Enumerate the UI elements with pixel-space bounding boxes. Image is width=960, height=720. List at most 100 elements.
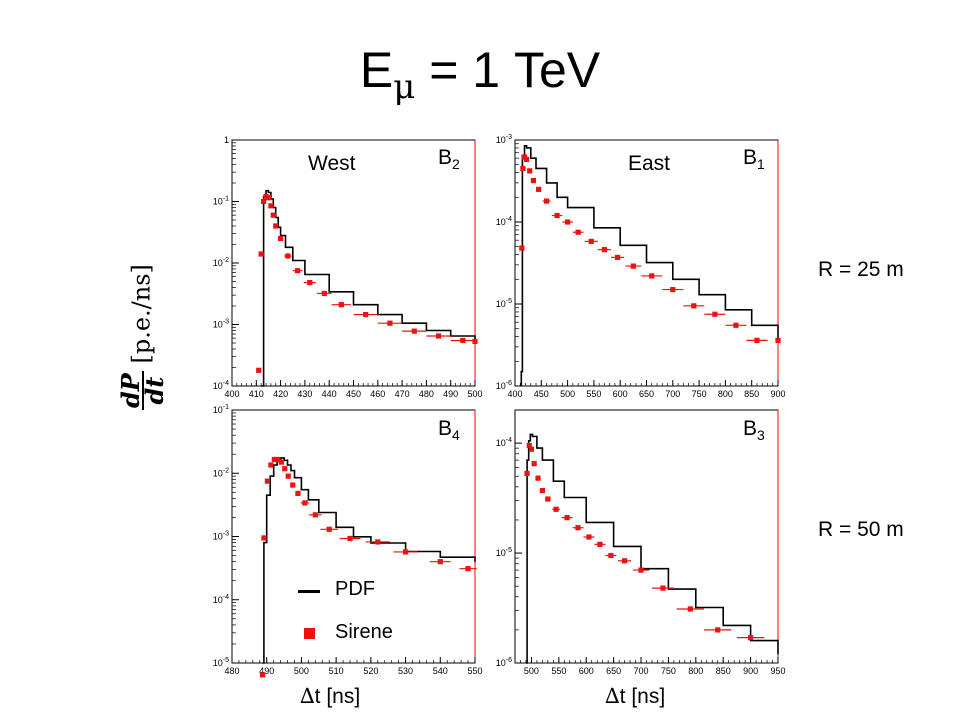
sirene-point <box>748 635 754 641</box>
sirene-point <box>670 286 676 293</box>
y-tick-label: 10-1 <box>213 404 229 415</box>
x-axis-label-right: ∆t [ns] <box>605 684 665 709</box>
y-tick-exponent: -6 <box>506 380 512 387</box>
sirene-point <box>531 461 537 467</box>
sirene-point <box>411 328 417 334</box>
sirene-point <box>523 156 530 162</box>
sirene-point <box>472 338 478 345</box>
panel-top-left: 400 410 420 430 440 450 460 470 480 490 500 10-4 10-… <box>213 135 483 399</box>
y-tick-label: 10-2 <box>213 257 229 268</box>
sirene-point <box>285 473 291 479</box>
y-tick-exponent: -2 <box>223 257 229 264</box>
sirene-point <box>586 534 592 540</box>
y-tick-exponent: -5 <box>506 298 512 305</box>
sirene-point <box>520 165 526 172</box>
pdf-curve <box>520 145 779 386</box>
x-tick-label: 900 <box>770 389 785 399</box>
sirene-point <box>259 672 266 678</box>
legend-sirene-label: Sirene <box>335 621 393 643</box>
x-tick-label: 500 <box>560 389 575 399</box>
title-subscript: μ <box>393 67 416 107</box>
y-tick-label: 10-4 <box>213 380 229 391</box>
x-tick-label: 490 <box>259 666 274 676</box>
x-tick-label: 950 <box>770 666 785 676</box>
sirene-point <box>338 302 344 308</box>
x-tick-label: 400 <box>224 389 239 399</box>
x-tick-label: 450 <box>534 389 549 399</box>
sirene-point <box>601 247 608 253</box>
x-tick-label: 500 <box>524 666 539 676</box>
sirene-point <box>536 186 542 192</box>
tag-index: 1 <box>757 156 765 173</box>
sirene-point <box>660 585 666 591</box>
sirene-point <box>285 253 291 259</box>
x-label-delta: ∆ <box>605 684 620 708</box>
y-tick-exponent: -6 <box>506 657 512 664</box>
y-tick-exponent: -5 <box>223 657 229 664</box>
legend-pdf-swatch <box>298 590 320 593</box>
y-tick-exponent: -3 <box>223 319 229 326</box>
sirene-point <box>460 337 466 344</box>
row-label-r25: R = 25 m <box>818 258 904 281</box>
x-tick-label: 850 <box>716 666 731 676</box>
tag-letter: B <box>743 417 758 440</box>
y-tick-label: 10-5 <box>496 298 512 309</box>
x-tick-label: 550 <box>467 666 482 676</box>
sirene-point <box>588 238 594 244</box>
x-tick-label: 500 <box>467 389 482 399</box>
tag-index: 4 <box>452 427 460 444</box>
title-rest: = 1 TeV <box>415 42 601 98</box>
sirene-point <box>597 541 603 547</box>
sirene-point <box>307 280 313 286</box>
x-tick-label: 400 <box>507 389 522 399</box>
x-tick-label: 750 <box>661 666 676 676</box>
y-tick-label: 10-3 <box>213 531 229 542</box>
x-tick-label: 440 <box>322 389 337 399</box>
sirene-point <box>312 512 318 518</box>
y-tick-label: 10-5 <box>213 657 229 668</box>
row-label-r50: R = 50 m <box>818 518 904 541</box>
x-tick-label: 700 <box>634 666 649 676</box>
sirene-point <box>264 478 271 484</box>
sirene-point <box>535 475 541 481</box>
sirene-point <box>754 337 760 343</box>
x-tick-label: 650 <box>639 389 654 399</box>
sirene-point <box>527 168 533 174</box>
tag-letter: B <box>438 146 453 169</box>
x-tick-label: 470 <box>395 389 410 399</box>
x-tick-label: 480 <box>419 389 434 399</box>
sirene-point <box>528 446 535 452</box>
sirene-point <box>326 526 332 532</box>
x-tick-label: 900 <box>743 666 758 676</box>
tag-index: 2 <box>452 156 460 173</box>
legend-sirene-swatch <box>304 628 315 639</box>
sirene-point <box>530 177 537 184</box>
sirene-point <box>630 263 636 269</box>
title-main: E <box>359 42 394 98</box>
tag-letter: B <box>743 146 758 169</box>
sirene-point <box>564 515 570 521</box>
x-tick-label: 540 <box>433 666 448 676</box>
x-tick-label: 460 <box>370 389 385 399</box>
sirene-point <box>565 219 571 225</box>
x-tick-label: 750 <box>692 389 707 399</box>
panel-bottom-left: 480 490 500 510 520 530 540 550 10-5 10-4 10-3 10-2… <box>213 404 483 678</box>
x-tick-label: 500 <box>294 666 309 676</box>
x-tick-label: 850 <box>744 389 759 399</box>
sirene-point <box>543 198 550 204</box>
sirene-point <box>575 525 581 531</box>
sirene-point <box>271 456 277 463</box>
panel-tag-b2: B2 <box>438 146 460 172</box>
tag-index: 3 <box>757 427 765 444</box>
sirene-point <box>545 496 551 502</box>
y-tick-exponent: -1 <box>223 404 229 411</box>
panel-tag-b1: B1 <box>743 146 765 172</box>
x-tick-label: 480 <box>224 666 239 676</box>
sirene-point <box>775 337 781 343</box>
panel-label-east: East <box>628 152 671 175</box>
sirene-point <box>649 273 655 279</box>
y-tick-exponent: -1 <box>223 196 229 203</box>
y-tick-label: 10-1 <box>213 196 229 207</box>
panel-tag-b4: B4 <box>438 417 460 443</box>
sirene-point <box>554 212 560 219</box>
